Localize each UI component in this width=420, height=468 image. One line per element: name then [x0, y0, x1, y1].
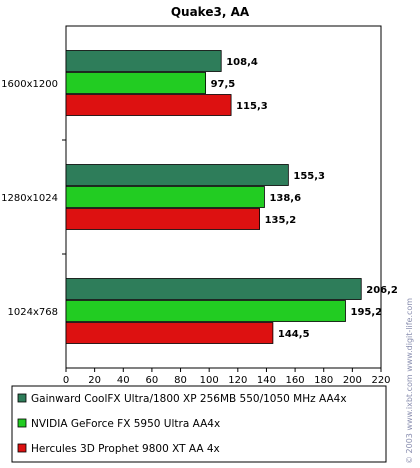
- x-tick-label-120: 120: [228, 375, 247, 386]
- x-tick-label-20: 20: [88, 375, 101, 386]
- category-label-1024x768: 1024x768: [8, 307, 58, 318]
- x-tick-label-160: 160: [286, 375, 305, 386]
- x-tick-label-40: 40: [117, 375, 130, 386]
- x-tick-label-100: 100: [200, 375, 219, 386]
- legend-label-2: NVIDIA GeForce FX 5950 Ultra AA4x: [31, 418, 220, 430]
- bar-1600x1200-series-3: [65, 94, 232, 116]
- bar-1600x1200-series-1: [65, 50, 222, 72]
- legend-swatch-3: [17, 443, 27, 453]
- legend-label-3: Hercules 3D Prophet 9800 XT AA 4x: [31, 443, 220, 455]
- legend-swatch-2: [17, 418, 27, 428]
- x-tick-label-180: 180: [314, 375, 333, 386]
- x-tick-label-140: 140: [257, 375, 276, 386]
- x-tick-label-80: 80: [174, 375, 187, 386]
- data-label-1024x768-series-1: 206,2: [366, 285, 398, 296]
- chart-title: Quake3, AA: [171, 5, 250, 19]
- category-label-1280x1024: 1280x1024: [1, 193, 58, 204]
- bar-1024x768-series-2: [65, 300, 346, 322]
- data-label-1024x768-series-3: 144,5: [278, 329, 310, 340]
- legend-box: [11, 385, 387, 463]
- bar-1024x768-series-3: [65, 322, 274, 344]
- category-axis: 1600x1200 1280x1024 1024x768: [1, 79, 66, 318]
- bar-1280x1024-series-1: [65, 164, 289, 186]
- data-label-1280x1024-series-3: 135,2: [265, 215, 297, 226]
- data-label-1280x1024-series-1: 155,3: [293, 171, 325, 182]
- category-label-1600x1200: 1600x1200: [1, 79, 58, 90]
- x-tick-label-220: 220: [371, 375, 390, 386]
- legend: Gainward CoolFX Ultra/1800 XP 256MB 550/…: [11, 385, 387, 463]
- data-label-1280x1024-series-2: 138,6: [269, 193, 301, 204]
- bar-1600x1200-series-2: [65, 72, 207, 94]
- x-tick-label-0: 0: [63, 375, 69, 386]
- bar-1024x768-series-1: [65, 278, 362, 300]
- legend-label-1: Gainward CoolFX Ultra/1800 XP 256MB 550/…: [31, 393, 347, 405]
- watermark: © 2003 www.ixbt.com www.digit-life.com: [405, 298, 414, 464]
- data-label-1024x768-series-2: 195,2: [350, 307, 382, 318]
- x-axis: 0 20 40 60 80 100 120 140 160 180 200 220: [63, 368, 391, 386]
- data-label-1600x1200-series-2: 97,5: [211, 79, 236, 90]
- bar-1280x1024-series-3: [65, 208, 260, 230]
- x-tick-label-200: 200: [343, 375, 362, 386]
- data-label-1600x1200-series-1: 108,4: [226, 57, 258, 68]
- x-tick-label-60: 60: [146, 375, 159, 386]
- bar-1280x1024-series-2: [65, 186, 265, 208]
- legend-swatch-1: [17, 393, 27, 403]
- data-label-1600x1200-series-3: 115,3: [236, 101, 268, 112]
